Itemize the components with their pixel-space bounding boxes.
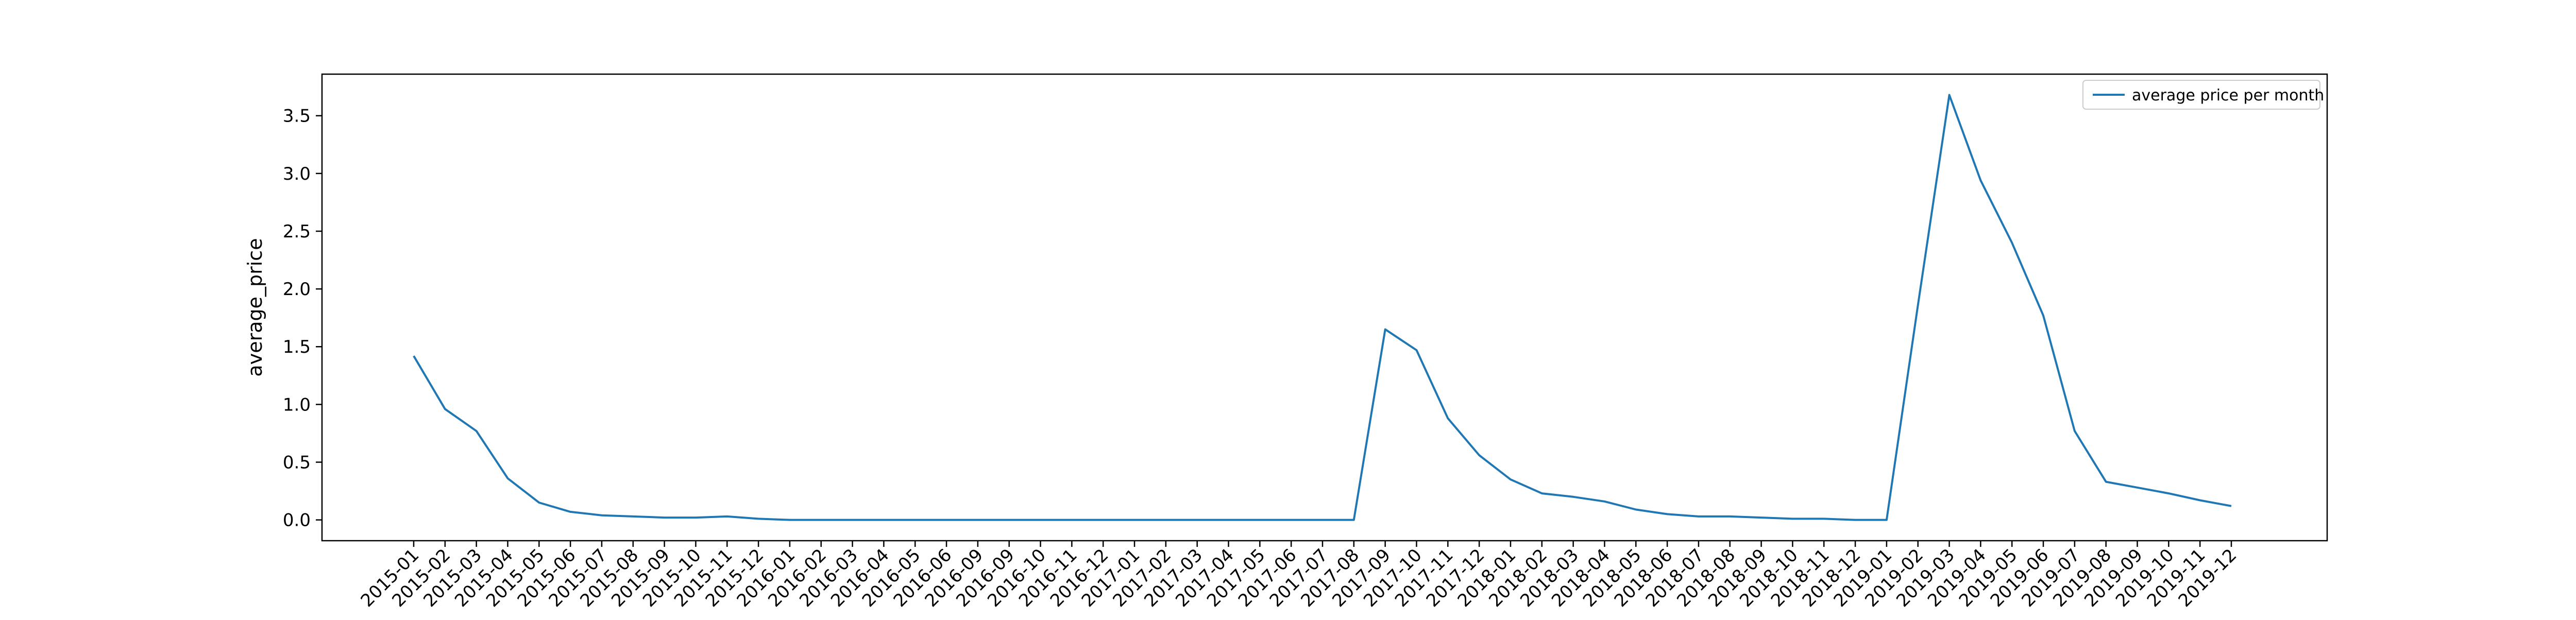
data-point (1071, 519, 1073, 521)
data-point (1321, 519, 1324, 521)
data-point (444, 408, 446, 410)
y-tick-label: 0.5 (283, 453, 311, 473)
legend-box (2082, 80, 2320, 110)
y-axis-label: average_price (244, 238, 266, 376)
data-point (2167, 492, 2170, 494)
data-point (1196, 519, 1198, 521)
data-point (852, 519, 854, 521)
data-point (977, 519, 979, 521)
data-point (1603, 501, 1605, 503)
data-point (1917, 304, 1919, 306)
legend: average price per month (2082, 80, 2324, 110)
data-point (1854, 519, 1856, 521)
data-point (694, 516, 697, 519)
data-point (1698, 515, 1700, 518)
series-layer (413, 94, 2232, 521)
data-point (2137, 487, 2139, 489)
data-point (601, 514, 603, 516)
data-point (1572, 496, 1574, 498)
y-tick-label: 2.5 (283, 221, 311, 242)
data-point (664, 516, 666, 519)
data-point (569, 511, 571, 513)
data-point (1979, 179, 1981, 181)
data-point (2074, 430, 2076, 432)
data-point (945, 519, 947, 521)
data-point (1791, 518, 1793, 520)
y-tick-label: 3.5 (283, 106, 311, 127)
y-tick-label: 2.0 (283, 279, 311, 300)
data-point (413, 355, 415, 357)
data-point (1102, 519, 1104, 521)
x-axis: 2015-012015-022015-032015-042015-052015-… (357, 541, 2241, 611)
data-point (1447, 417, 1449, 419)
data-point (1635, 509, 1637, 511)
data-point (1541, 492, 1543, 494)
data-point (757, 518, 759, 520)
data-point (1760, 516, 1762, 519)
data-point (476, 430, 478, 432)
data-point (2011, 242, 2013, 244)
data-point (883, 519, 885, 521)
data-point (632, 515, 634, 518)
data-point (1259, 519, 1261, 521)
data-point (1165, 519, 1167, 521)
y-tick-label: 0.0 (283, 510, 311, 531)
data-point (1666, 513, 1668, 515)
data-point (1823, 518, 1825, 520)
data-point (1040, 519, 1042, 521)
data-point (507, 477, 509, 479)
data-point (1008, 519, 1010, 521)
data-point (538, 502, 540, 504)
data-point (1478, 454, 1480, 456)
data-point (2199, 500, 2201, 502)
data-point (2105, 481, 2107, 483)
data-point (1290, 519, 1292, 521)
plot-area-frame (321, 73, 2328, 542)
data-point (914, 519, 916, 521)
data-point (1886, 519, 1888, 521)
y-tick-label: 3.0 (283, 164, 311, 184)
data-point (1948, 94, 1951, 96)
data-point (820, 519, 822, 521)
y-axis: 0.0 0.5 1.0 1.5 2.0 2.5 3.0 3.5 (283, 106, 322, 531)
series-line (413, 94, 2232, 521)
data-point (1416, 349, 1418, 351)
data-point (2042, 315, 2044, 317)
legend-label: average price per month (2132, 87, 2324, 105)
data-point (1133, 519, 1136, 521)
data-point (2230, 505, 2232, 507)
data-point (789, 519, 791, 521)
data-point (726, 515, 728, 518)
data-point (1384, 329, 1386, 331)
data-point (1353, 519, 1355, 521)
y-tick-label: 1.0 (283, 394, 311, 415)
data-point (1228, 519, 1230, 521)
y-tick-label: 1.5 (283, 337, 311, 357)
data-point (1729, 515, 1731, 518)
data-point (1510, 478, 1512, 480)
